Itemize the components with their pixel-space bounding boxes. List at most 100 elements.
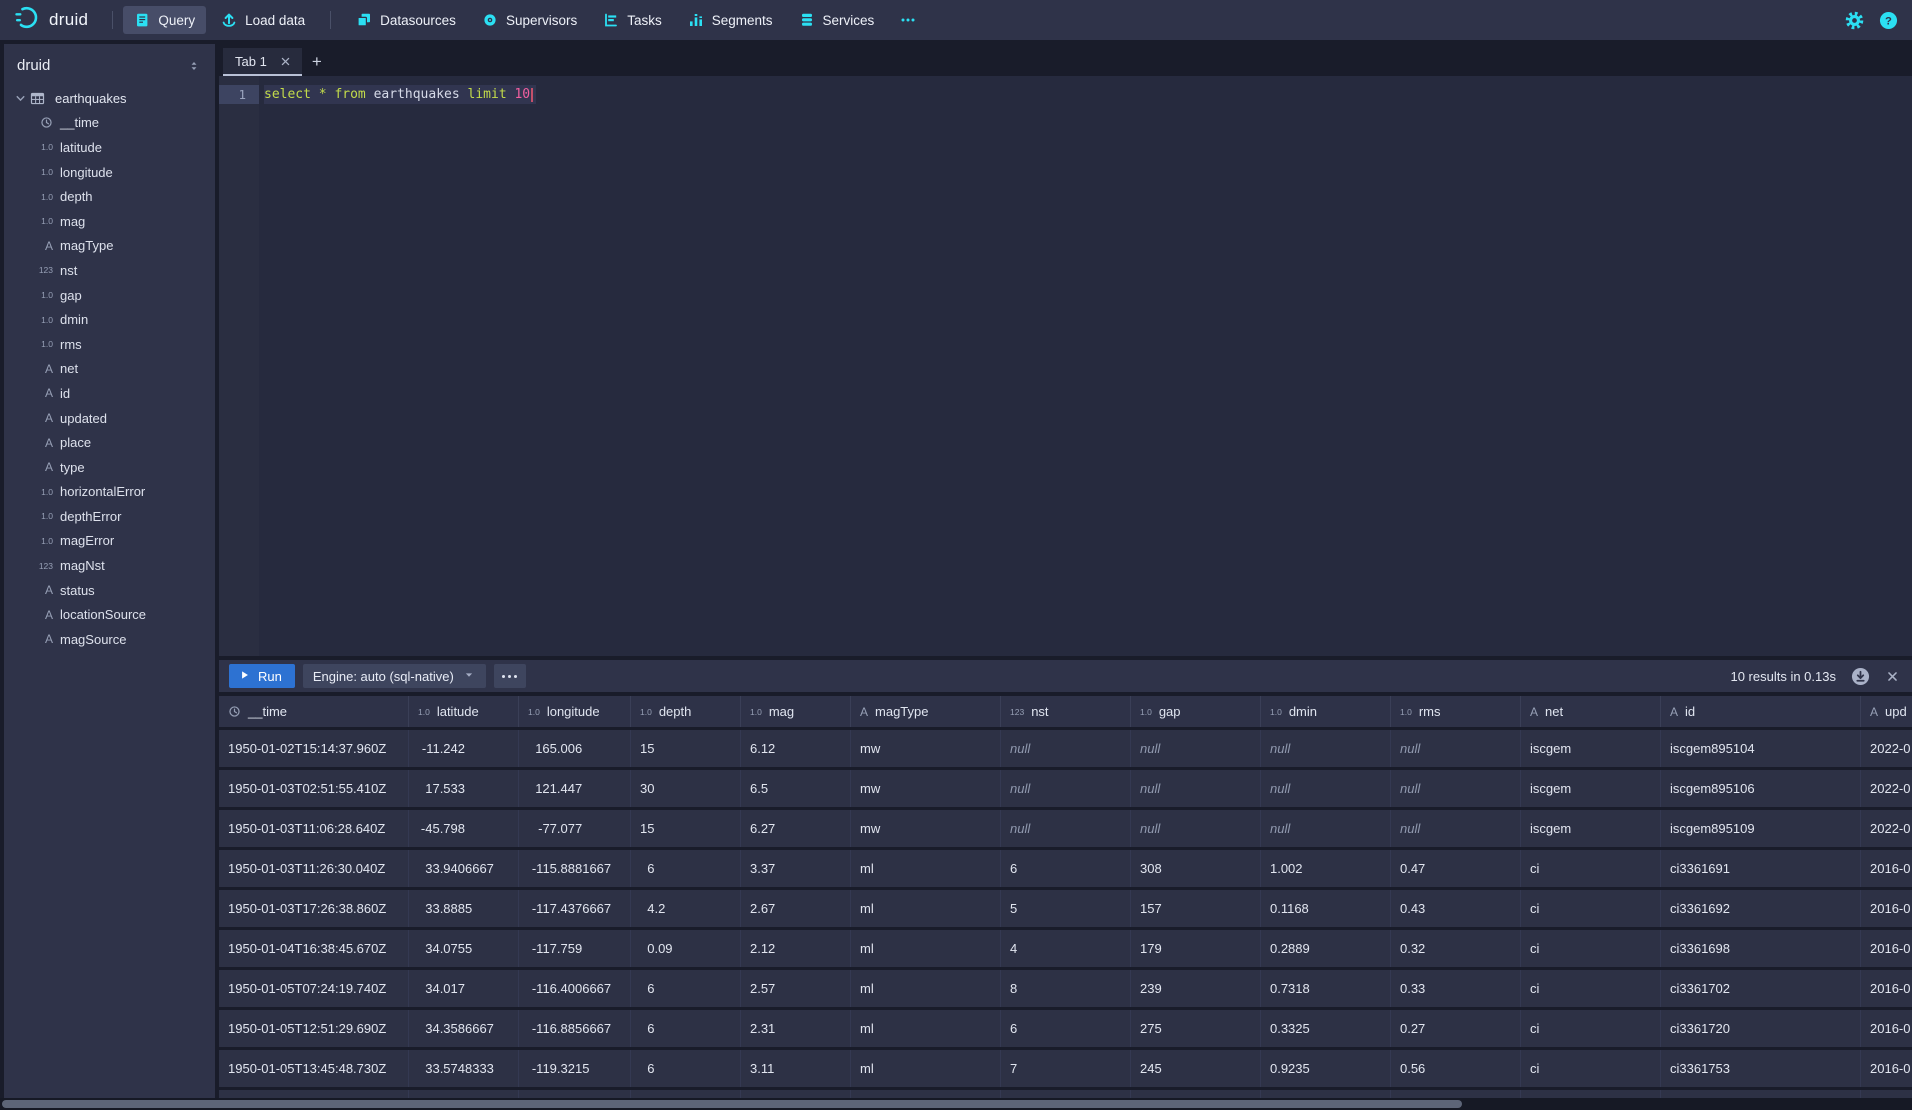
- engine-select[interactable]: Engine: auto (sql-native): [302, 664, 486, 688]
- cell-time[interactable]: [219, 1090, 409, 1098]
- tab-close-icon[interactable]: [279, 55, 292, 68]
- cell-longitude[interactable]: -116.4006667: [519, 970, 631, 1007]
- cell-magtype[interactable]: mw: [851, 810, 1001, 847]
- cell-time[interactable]: 1950-01-03T11:06:28.640Z: [219, 810, 409, 847]
- cell-upd[interactable]: 2016-0: [1861, 1010, 1912, 1047]
- cell-mag[interactable]: 3.37: [741, 850, 851, 887]
- schema-column-nst[interactable]: 123 nst: [4, 258, 215, 283]
- cell-net[interactable]: ci: [1521, 1010, 1661, 1047]
- cell-dmin[interactable]: 0.7318: [1261, 970, 1391, 1007]
- cell-upd[interactable]: 2016-0: [1861, 890, 1912, 927]
- druid-logo[interactable]: druid: [14, 4, 88, 36]
- cell-gap[interactable]: null: [1131, 730, 1261, 767]
- cell-net[interactable]: iscgem: [1521, 770, 1661, 807]
- column-header-mag[interactable]: 1.0 mag: [741, 696, 851, 727]
- cell-gap[interactable]: 179: [1131, 930, 1261, 967]
- sort-icon[interactable]: [187, 59, 201, 73]
- cell-mag[interactable]: 6.5: [741, 770, 851, 807]
- cell-nst[interactable]: 4: [1001, 930, 1131, 967]
- cell-depth[interactable]: 30: [631, 770, 741, 807]
- cell-id[interactable]: iscgem895106: [1661, 770, 1861, 807]
- schema-column-type[interactable]: A type: [4, 455, 215, 480]
- schema-column-updated[interactable]: A updated: [4, 406, 215, 431]
- cell-depth[interactable]: 4.2: [631, 890, 741, 927]
- cell-rms[interactable]: 0.43: [1391, 890, 1521, 927]
- cell-nst[interactable]: 6: [1001, 850, 1131, 887]
- nav-item-query[interactable]: Query: [123, 6, 207, 34]
- cell-dmin[interactable]: null: [1261, 730, 1391, 767]
- cell-depth[interactable]: 15: [631, 810, 741, 847]
- cell-dmin[interactable]: 0.1168: [1261, 890, 1391, 927]
- cell-magtype[interactable]: ml: [851, 970, 1001, 1007]
- cell-depth[interactable]: 6: [631, 850, 741, 887]
- cell-magtype[interactable]: ml: [851, 1050, 1001, 1087]
- nav-item-datasources[interactable]: Datasources: [345, 6, 467, 34]
- cell-longitude[interactable]: -77.077: [519, 810, 631, 847]
- cell-id[interactable]: ci3361720: [1661, 1010, 1861, 1047]
- cell-mag[interactable]: 3.11: [741, 1050, 851, 1087]
- cell-rms[interactable]: null: [1391, 810, 1521, 847]
- cell-net[interactable]: [1521, 1090, 1661, 1098]
- cell-longitude[interactable]: -117.4376667: [519, 890, 631, 927]
- cell-mag[interactable]: 2.67: [741, 890, 851, 927]
- schema-column-horizontalerror[interactable]: 1.0 horizontalError: [4, 480, 215, 505]
- cell-rms[interactable]: null: [1391, 730, 1521, 767]
- schema-column-net[interactable]: A net: [4, 357, 215, 382]
- cell-latitude[interactable]: 33.8885: [409, 890, 519, 927]
- cell-rms[interactable]: 0.27: [1391, 1010, 1521, 1047]
- cell-upd[interactable]: 2016-0: [1861, 1050, 1912, 1087]
- cell-rms[interactable]: 0.47: [1391, 850, 1521, 887]
- cell-upd[interactable]: 2016-0: [1861, 850, 1912, 887]
- cell-depth[interactable]: 0.09: [631, 930, 741, 967]
- cell-mag[interactable]: 2.12: [741, 930, 851, 967]
- column-header-net[interactable]: A net: [1521, 696, 1661, 727]
- cell-longitude[interactable]: [519, 1090, 631, 1098]
- cell-depth[interactable]: 15: [631, 730, 741, 767]
- sql-editor[interactable]: 1 select * from earthquakes limit 10: [219, 76, 1912, 656]
- cell-longitude[interactable]: 165.006: [519, 730, 631, 767]
- cell-upd[interactable]: 2022-0: [1861, 810, 1912, 847]
- column-header-upd[interactable]: A upd: [1861, 696, 1912, 727]
- cell-time[interactable]: 1950-01-02T15:14:37.960Z: [219, 730, 409, 767]
- cell-upd[interactable]: 2016-0: [1861, 970, 1912, 1007]
- column-header-id[interactable]: A id: [1661, 696, 1861, 727]
- schema-column-magtype[interactable]: A magType: [4, 234, 215, 259]
- cell-id[interactable]: [1661, 1090, 1861, 1098]
- cell-latitude[interactable]: 33.5748333: [409, 1050, 519, 1087]
- cell-magtype[interactable]: ml: [851, 890, 1001, 927]
- cell-net[interactable]: ci: [1521, 970, 1661, 1007]
- add-tab-button[interactable]: +: [311, 52, 322, 71]
- cell-time[interactable]: 1950-01-03T17:26:38.860Z: [219, 890, 409, 927]
- cell-id[interactable]: iscgem895109: [1661, 810, 1861, 847]
- column-header-dmin[interactable]: 1.0 dmin: [1261, 696, 1391, 727]
- cell-nst[interactable]: null: [1001, 810, 1131, 847]
- nav-item-load-data[interactable]: Load data: [210, 6, 316, 34]
- schema-column-magsource[interactable]: A magSource: [4, 627, 215, 652]
- schema-column-magerror[interactable]: 1.0 magError: [4, 529, 215, 554]
- cell-net[interactable]: ci: [1521, 930, 1661, 967]
- column-header-magtype[interactable]: A magType: [851, 696, 1001, 727]
- cell-longitude[interactable]: -119.3215: [519, 1050, 631, 1087]
- cell-latitude[interactable]: 34.017: [409, 970, 519, 1007]
- cell-net[interactable]: ci: [1521, 850, 1661, 887]
- schema-column-longitude[interactable]: 1.0 longitude: [4, 160, 215, 185]
- cell-id[interactable]: ci3361698: [1661, 930, 1861, 967]
- nav-item-more[interactable]: [889, 6, 927, 34]
- column-header-nst[interactable]: 123 nst: [1001, 696, 1131, 727]
- cell-rms[interactable]: null: [1391, 770, 1521, 807]
- cell-magtype[interactable]: mw: [851, 730, 1001, 767]
- cell-id[interactable]: ci3361753: [1661, 1050, 1861, 1087]
- cell-depth[interactable]: 6: [631, 1010, 741, 1047]
- nav-item-tasks[interactable]: Tasks: [592, 6, 673, 34]
- cell-gap[interactable]: 245: [1131, 1050, 1261, 1087]
- cell-gap[interactable]: null: [1131, 770, 1261, 807]
- cell-time[interactable]: 1950-01-05T07:24:19.740Z: [219, 970, 409, 1007]
- cell-latitude[interactable]: 17.533: [409, 770, 519, 807]
- cell-nst[interactable]: null: [1001, 770, 1131, 807]
- cell-upd[interactable]: 2016-0: [1861, 930, 1912, 967]
- download-results-icon[interactable]: [1851, 667, 1870, 686]
- schema-column-rms[interactable]: 1.0 rms: [4, 332, 215, 357]
- cell-depth[interactable]: [631, 1090, 741, 1098]
- cell-nst[interactable]: 7: [1001, 1050, 1131, 1087]
- cell-latitude[interactable]: -11.242: [409, 730, 519, 767]
